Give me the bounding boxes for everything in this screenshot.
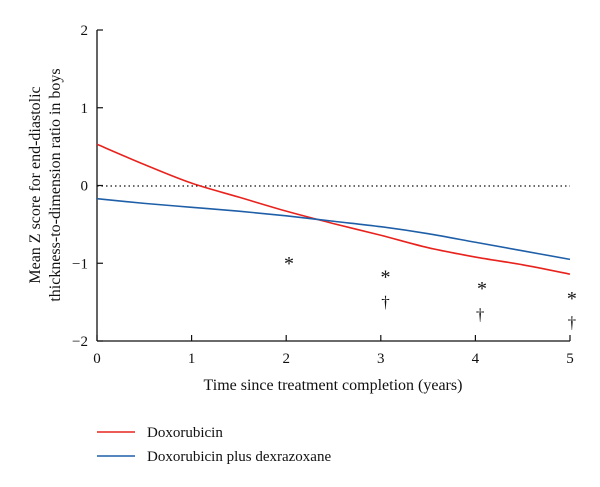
x-tick-label: 5 (566, 351, 574, 367)
y-axis-title-line2: thickness-to-dimension ratio in boys (47, 68, 64, 301)
y-tick-label: 2 (81, 23, 89, 39)
x-tick-label: 3 (377, 351, 385, 367)
y-tick-label: −1 (72, 256, 88, 272)
x-tick-label: 0 (93, 351, 101, 367)
asterisk-annotation: * (381, 266, 391, 288)
dagger-annotation: † (568, 313, 577, 332)
x-tick-label: 4 (472, 351, 480, 367)
asterisk-annotation: * (477, 278, 487, 300)
x-axis-title: Time since treatment completion (years) (204, 377, 463, 394)
x-tick-label: 2 (282, 351, 290, 367)
dagger-annotation: † (381, 293, 390, 312)
x-tick-label: 1 (188, 351, 196, 367)
legend-label-doxorubicin-dexrazoxane: Doxorubicin plus dexrazoxane (147, 449, 331, 465)
series-line-doxorubicin (96, 143, 571, 275)
significance-annotations: * * † * † * † (284, 253, 577, 332)
dagger-annotation: † (476, 305, 485, 324)
y-tick-label: 0 (81, 179, 89, 195)
series-line-doxorubicin-dexrazoxane (96, 197, 571, 261)
legend: Doxorubicin Doxorubicin plus dexrazoxane (97, 425, 331, 465)
series-lines (96, 143, 571, 275)
asterisk-annotation: * (567, 288, 577, 310)
legend-label-doxorubicin: Doxorubicin (147, 425, 223, 441)
asterisk-annotation: * (284, 253, 294, 275)
ticks: 0 1 2 3 4 5 −2 −1 0 1 2 (72, 23, 574, 367)
y-tick-label: −2 (72, 334, 88, 350)
y-axis-title-line1: Mean Z score for end-diastolic (27, 86, 44, 283)
y-tick-label: 1 (81, 101, 89, 117)
